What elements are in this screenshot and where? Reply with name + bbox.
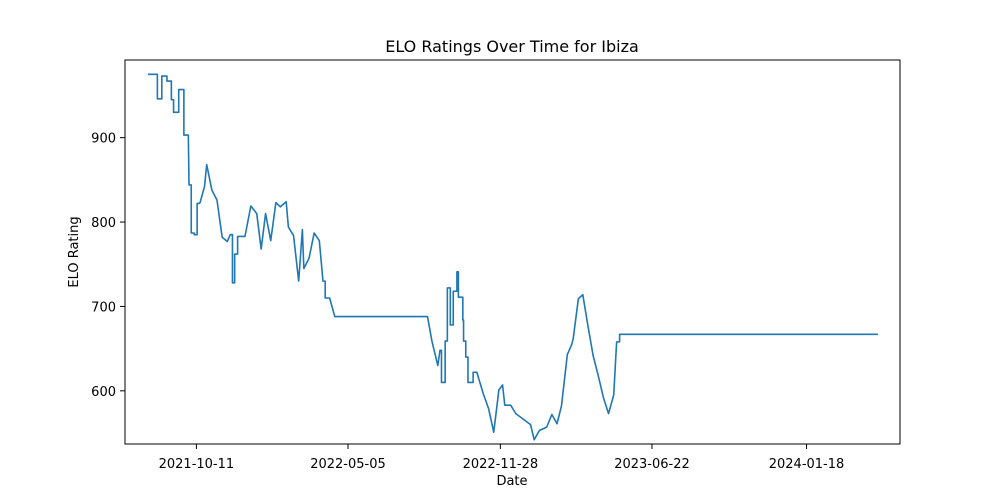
x-tick-label: 2024-01-18	[769, 457, 845, 472]
y-tick-label: 900	[91, 132, 116, 147]
y-tick-label: 800	[91, 216, 116, 231]
x-tick-label: 2022-05-05	[310, 457, 386, 472]
y-tick-label: 600	[91, 385, 116, 400]
chart-title: ELO Ratings Over Time for Ibiza	[385, 37, 639, 56]
x-axis: 2021-10-11 2022-05-05 2022-11-28 2023-06-22…	[159, 444, 845, 472]
y-tick-label: 700	[91, 300, 116, 315]
y-axis: 600 700 800 900	[91, 132, 125, 400]
y-axis-title: ELO Rating	[67, 216, 82, 287]
plot-area	[147, 73, 878, 441]
x-axis-title: Date	[496, 474, 527, 489]
series-line-0	[147, 73, 878, 441]
x-tick-label: 2021-10-11	[159, 457, 235, 472]
plot-frame	[124, 59, 901, 445]
x-tick-label: 2022-11-28	[463, 457, 539, 472]
x-tick-label: 2023-06-22	[614, 457, 690, 472]
